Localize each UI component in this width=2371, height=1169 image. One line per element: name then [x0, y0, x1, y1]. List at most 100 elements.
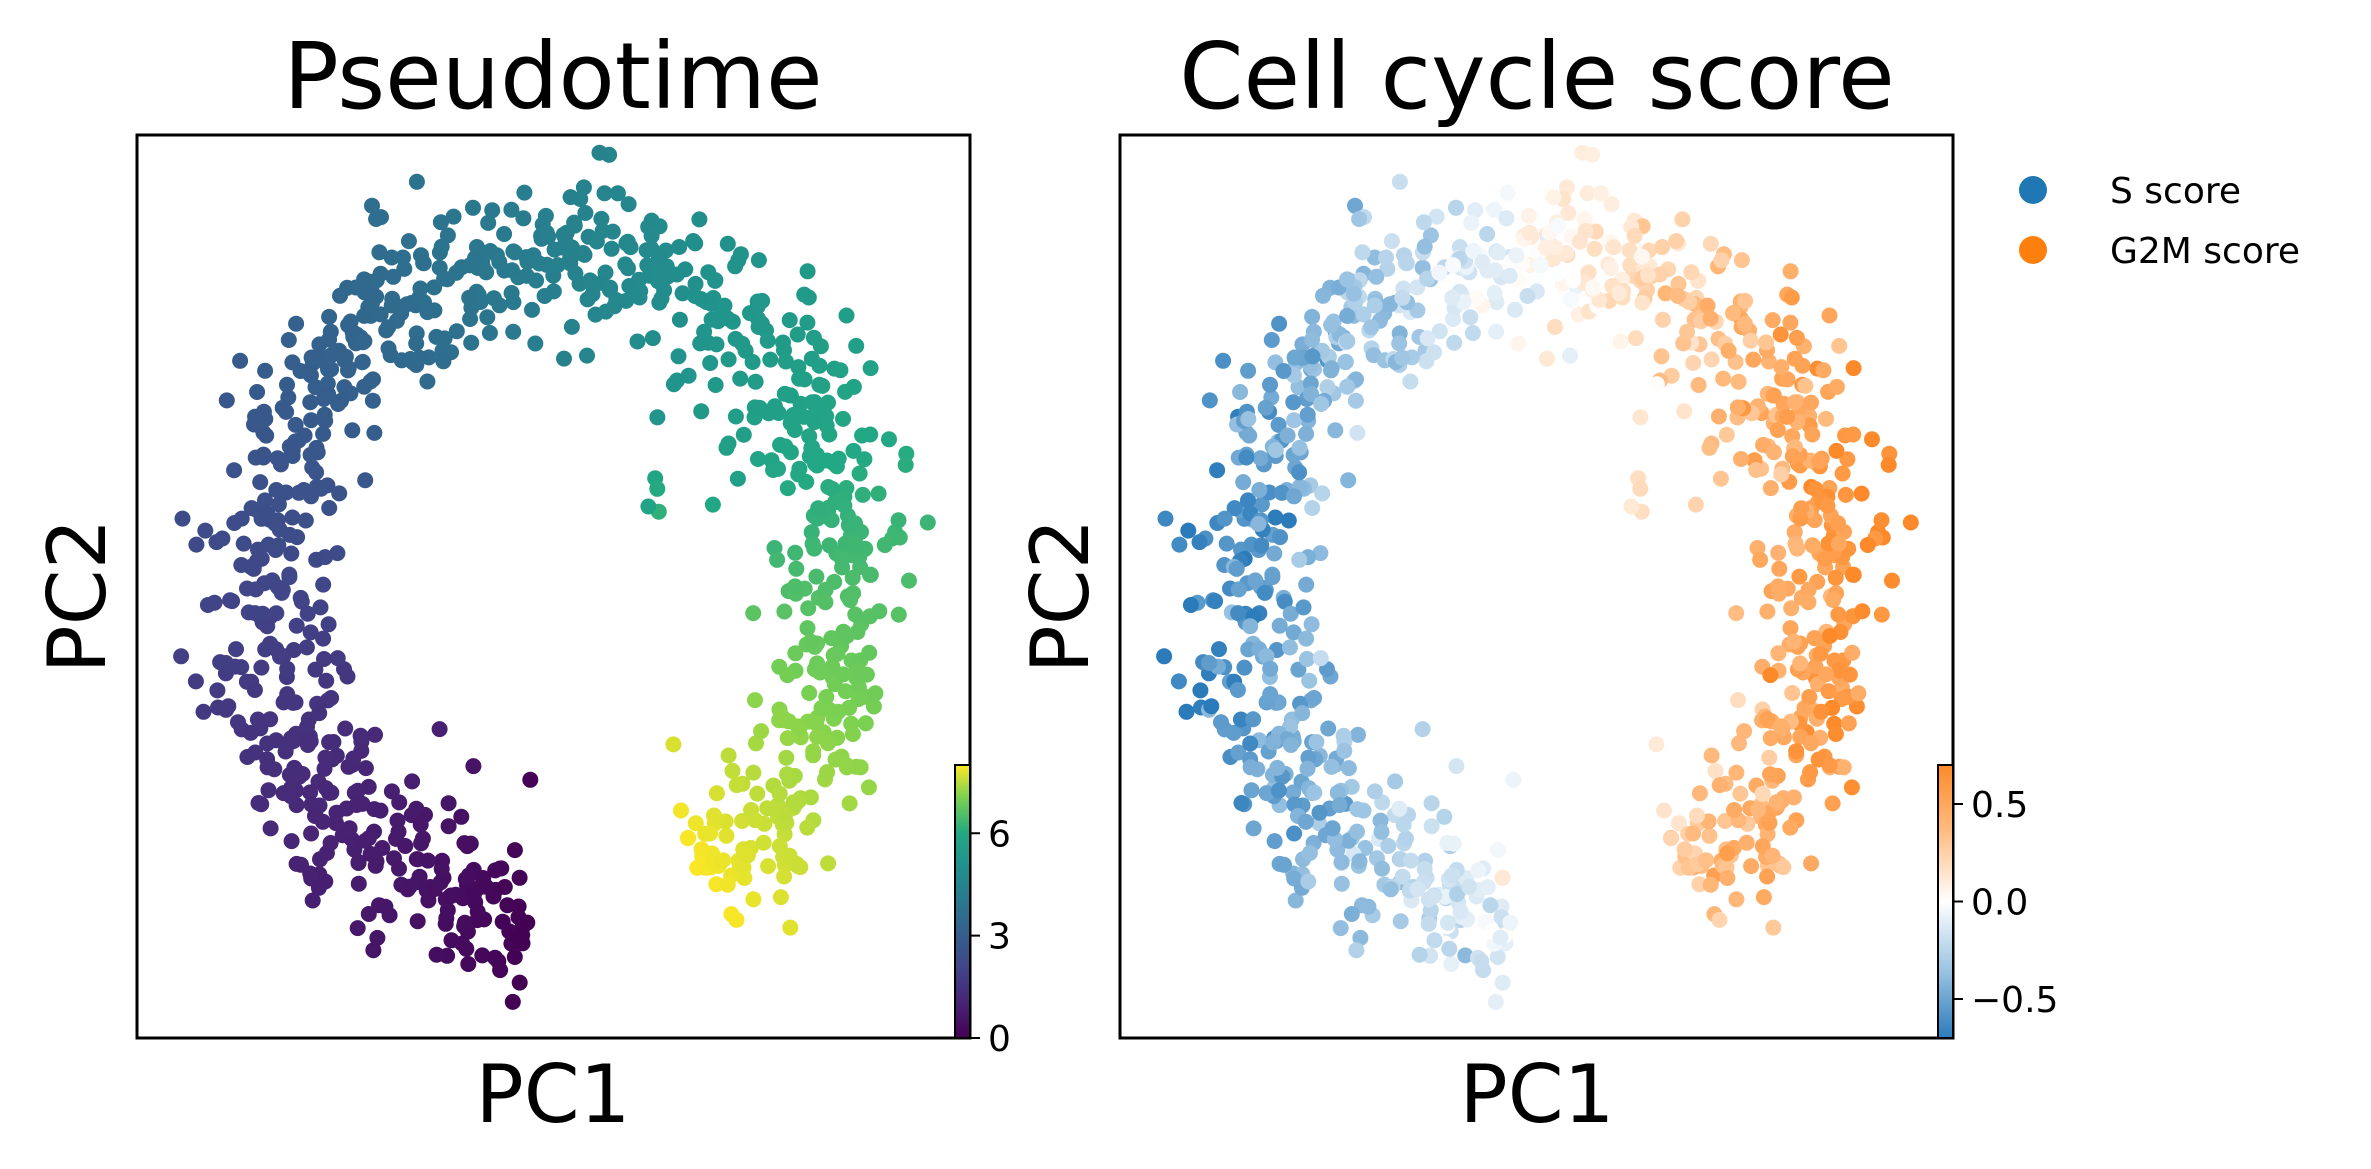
panel1-point — [594, 222, 611, 239]
panel2-point — [1340, 760, 1357, 777]
panel1-point — [257, 411, 274, 427]
panel1-point — [369, 929, 386, 946]
panel1-point — [656, 267, 673, 284]
panel2-point — [1299, 760, 1316, 777]
panel1-point — [461, 289, 478, 306]
panel2-point — [1279, 427, 1296, 444]
panel1-point — [448, 264, 465, 281]
panel1-point — [649, 480, 666, 497]
panel2-point — [1562, 291, 1579, 308]
panel2-point — [1683, 264, 1700, 281]
panel1-point — [269, 450, 286, 467]
panel1-point — [314, 813, 331, 830]
panel1-point — [311, 705, 328, 722]
panel2-point — [1240, 411, 1257, 427]
panel2-point — [1758, 334, 1774, 351]
panel1-point — [814, 377, 831, 394]
panel1-point — [356, 378, 373, 395]
panel1-point — [747, 373, 764, 390]
panel1-point — [270, 537, 287, 554]
panel1-point — [481, 325, 498, 341]
panel1-point — [321, 331, 338, 348]
panel1-point — [700, 264, 717, 281]
panel2-point — [1579, 185, 1596, 202]
panel1-point — [753, 723, 770, 740]
panel2-point — [1654, 311, 1671, 328]
panel2-point — [1627, 330, 1644, 347]
panel2-point — [1827, 726, 1844, 742]
panel2-point — [1489, 244, 1506, 261]
panel2-point — [1366, 249, 1383, 266]
panel1-point — [445, 208, 462, 225]
panel2-point — [1731, 735, 1747, 752]
panel1-point — [847, 606, 864, 623]
panel1-point — [346, 784, 363, 801]
panel2-point — [1298, 630, 1315, 647]
panel1-point — [669, 266, 685, 283]
panel2-point — [1275, 363, 1292, 379]
panel1-point — [651, 294, 668, 311]
panel2-point — [1229, 682, 1246, 698]
panel2-point — [1719, 870, 1736, 886]
panel2-point — [1772, 718, 1789, 735]
panel2-point — [1654, 239, 1671, 255]
panel2-point — [1425, 888, 1442, 905]
panel1-point — [485, 290, 502, 307]
panel1-point — [844, 726, 861, 742]
panel2-point — [1699, 297, 1716, 314]
panel1-point — [819, 764, 836, 781]
panel1-point — [643, 227, 660, 244]
panel2-point — [1394, 349, 1411, 366]
panel2-point — [1355, 306, 1372, 323]
panel1-point — [243, 500, 260, 517]
panel2-point — [1256, 584, 1273, 601]
panel1-point — [364, 197, 380, 214]
panel2-point — [1290, 661, 1307, 678]
panel1-point — [209, 682, 226, 699]
panel2-point — [1419, 330, 1436, 347]
panel2-point — [1835, 759, 1852, 776]
panel2-point — [1728, 764, 1745, 781]
panel1-point — [504, 993, 521, 1010]
panel2-point — [1337, 353, 1354, 370]
panel1-point — [499, 897, 516, 914]
panel1-point — [511, 869, 528, 886]
panel1-point — [397, 838, 414, 854]
panel1-point — [516, 184, 533, 201]
panel1-point — [411, 868, 428, 885]
panel1-point — [718, 827, 735, 844]
panel1-colorbar-tick-label: 3 — [988, 917, 1011, 958]
panel2-point — [1368, 268, 1385, 285]
panel1-point — [737, 342, 754, 359]
panel2-point — [1634, 294, 1651, 311]
panel2-point — [1295, 599, 1312, 616]
panel1-point — [852, 759, 869, 776]
panel1-point — [308, 551, 325, 568]
panel1-point — [762, 351, 779, 368]
panel1-point — [596, 185, 613, 202]
panel2-point — [1327, 422, 1344, 439]
panel2-point — [1825, 592, 1842, 608]
panel2-point — [1245, 820, 1262, 837]
panel2-point — [1294, 705, 1311, 722]
panel1-point — [412, 816, 429, 833]
panel2-point — [1626, 227, 1643, 244]
panel2-point — [1657, 285, 1674, 302]
panel1-point — [340, 758, 357, 775]
panel1-point — [685, 233, 702, 249]
panel2-point — [1770, 578, 1786, 595]
panel1-point — [805, 329, 822, 346]
panel1-point — [867, 685, 884, 702]
panel1-point — [487, 862, 504, 879]
panel1-point — [829, 645, 846, 662]
panel2-xlabel: PC1 — [1460, 1048, 1615, 1141]
panel1-point — [337, 720, 354, 737]
panel1-point — [380, 319, 397, 336]
panel2-point — [1804, 426, 1821, 443]
panel2-point — [1701, 439, 1718, 456]
panel2-point — [1720, 342, 1737, 359]
panel1-point — [288, 315, 305, 332]
panel2-point — [1844, 644, 1861, 661]
panel1-point — [367, 726, 383, 743]
panel1-point — [782, 919, 799, 936]
